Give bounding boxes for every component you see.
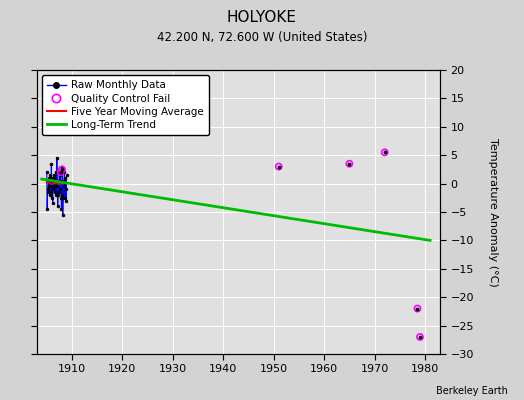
Text: Berkeley Earth: Berkeley Earth (436, 386, 508, 396)
Point (345, 160, 354, 167)
Point (345, 160, 354, 167)
Y-axis label: Temperature Anomaly (°C): Temperature Anomaly (°C) (488, 138, 498, 286)
Point (58, 166, 66, 173)
Legend: Raw Monthly Data, Quality Control Fail, Five Year Moving Average, Long-Term Tren: Raw Monthly Data, Quality Control Fail, … (42, 75, 209, 135)
Text: HOLYOKE: HOLYOKE (227, 10, 297, 26)
Point (275, 163, 283, 170)
Point (416, 334, 424, 340)
Point (416, 334, 424, 340)
Point (275, 163, 283, 170)
Point (58, 166, 66, 173)
Point (380, 149, 389, 156)
Point (57, 169, 65, 176)
Point (413, 305, 422, 312)
Point (413, 305, 422, 312)
Point (380, 149, 389, 156)
Point (57, 169, 65, 176)
Text: 42.200 N, 72.600 W (United States): 42.200 N, 72.600 W (United States) (157, 32, 367, 44)
